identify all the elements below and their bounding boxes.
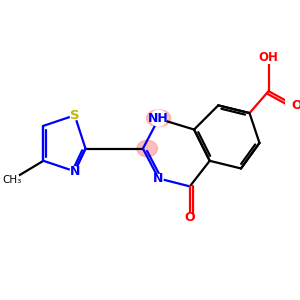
Circle shape: [70, 111, 79, 120]
Text: N: N: [70, 165, 80, 178]
Circle shape: [154, 174, 163, 184]
Text: OH: OH: [259, 51, 278, 64]
Text: CH₃: CH₃: [2, 175, 21, 185]
Ellipse shape: [146, 110, 171, 127]
Circle shape: [70, 167, 79, 176]
Circle shape: [292, 100, 300, 109]
Circle shape: [4, 172, 20, 188]
Text: S: S: [70, 109, 80, 122]
Text: NH: NH: [148, 112, 169, 125]
Circle shape: [263, 52, 274, 63]
Text: O: O: [292, 99, 300, 112]
Circle shape: [185, 213, 194, 222]
Text: O: O: [184, 211, 195, 224]
Text: N: N: [153, 172, 164, 185]
Circle shape: [151, 110, 166, 126]
Ellipse shape: [137, 140, 158, 157]
